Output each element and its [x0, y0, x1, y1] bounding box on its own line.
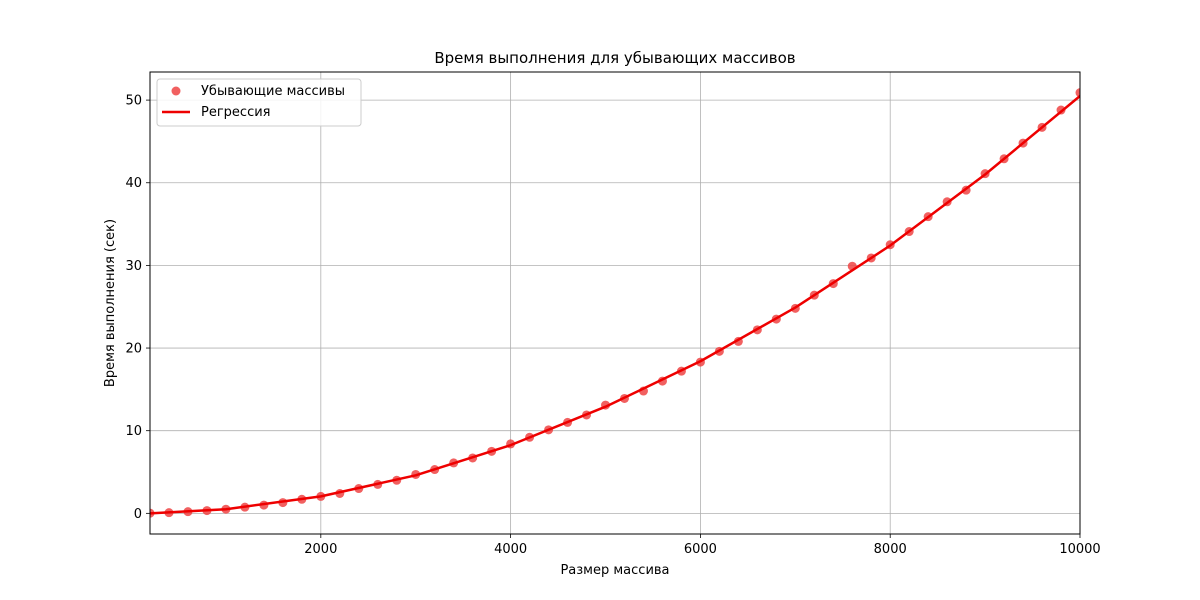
- y-tick-label: 0: [134, 507, 142, 522]
- data-point: [1075, 88, 1080, 98]
- x-tick-label: 6000: [684, 542, 717, 557]
- plot-frame: [149, 71, 1081, 535]
- y-tick-label: 30: [125, 259, 142, 274]
- legend-box: [156, 78, 362, 127]
- axis-ticks: 2000 4000 6000 8000 10000 0 10 20 30 40 50: [125, 94, 1100, 557]
- x-axis-label: Размер массива: [560, 563, 669, 578]
- data-layer: [150, 88, 1080, 518]
- y-axis-label: Время выполнения (сек): [103, 219, 118, 387]
- grid-lines: [150, 72, 1081, 534]
- legend-label-regression: Регрессия: [201, 105, 270, 120]
- chart-title: Время выполнения для убывающих массивов: [434, 49, 795, 67]
- y-tick-label: 40: [125, 176, 142, 191]
- legend: Убывающие массивы Регрессия: [156, 78, 362, 127]
- y-tick-label: 50: [125, 94, 142, 109]
- legend-scatter-marker: [171, 86, 181, 96]
- x-tick-label: 8000: [874, 542, 907, 557]
- x-tick-label: 2000: [304, 542, 337, 557]
- y-tick-label: 10: [125, 424, 142, 439]
- x-tick-label: 4000: [494, 542, 527, 557]
- x-tick-label: 10000: [1059, 542, 1100, 557]
- legend-label-points: Убывающие массивы: [201, 84, 345, 99]
- regression-line: [150, 94, 1080, 515]
- y-tick-label: 20: [125, 342, 142, 357]
